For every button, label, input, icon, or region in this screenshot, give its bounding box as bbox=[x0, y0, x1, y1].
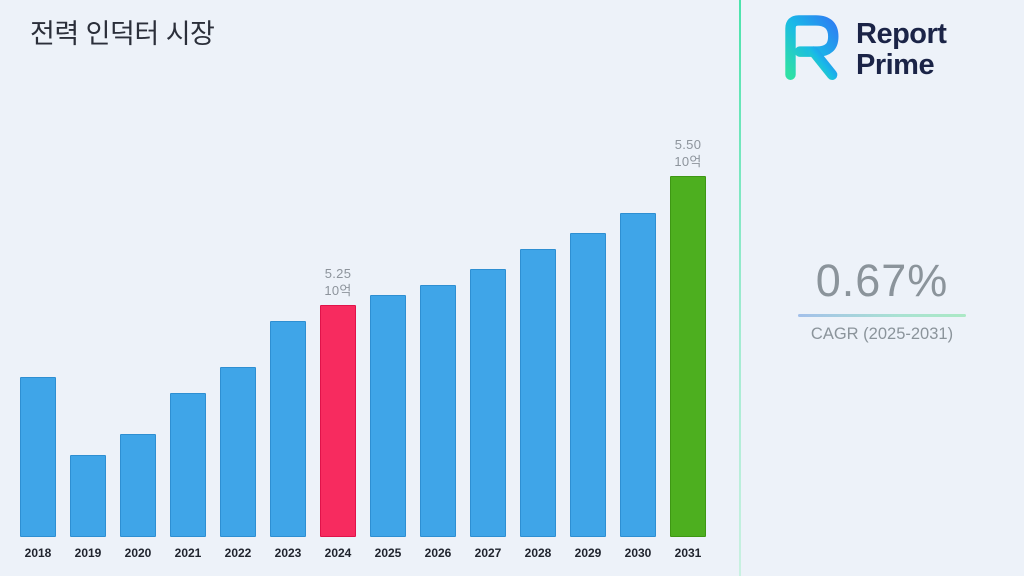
bar-2020 bbox=[120, 434, 156, 537]
page-title: 전력 인덕터 시장 bbox=[30, 19, 215, 49]
bar-column-2025 bbox=[370, 295, 406, 537]
bar-column-2018 bbox=[20, 377, 56, 537]
bar-2018 bbox=[20, 377, 56, 537]
logo-wordmark: Report Prime bbox=[856, 17, 947, 81]
cagr-block: 0.67% CAGR (2025-2031) bbox=[762, 255, 1002, 344]
bar-2019 bbox=[70, 455, 106, 537]
bar-column-2024: 5.25 10억 bbox=[320, 266, 356, 537]
bar-2022 bbox=[220, 367, 256, 537]
bar-column-2030 bbox=[620, 213, 656, 537]
x-axis-label-2029: 2029 bbox=[574, 546, 602, 560]
bar-column-2031: 5.50 10억 bbox=[670, 137, 706, 537]
bar-2024 bbox=[320, 305, 356, 537]
bar-column-2027 bbox=[470, 269, 506, 537]
report-prime-logo: Report Prime bbox=[772, 10, 947, 89]
x-axis-labels: 2018 2019 2020 2021 2022 2023 2024 2025 2026 2027… bbox=[20, 546, 710, 560]
x-axis-label-2024: 2024 bbox=[324, 546, 352, 560]
bar-2023 bbox=[270, 321, 306, 537]
bar-2027 bbox=[470, 269, 506, 537]
bar-column-2020 bbox=[120, 434, 156, 537]
bar-column-2023 bbox=[270, 321, 306, 537]
bar-2028 bbox=[520, 249, 556, 537]
cagr-label: CAGR (2025-2031) bbox=[810, 325, 954, 343]
logo-wordmark-line2: Prime bbox=[856, 48, 935, 81]
bar-value-label-2031: 5.50 10억 bbox=[674, 137, 702, 170]
bar-2025 bbox=[370, 295, 406, 537]
x-axis-label-2026: 2026 bbox=[424, 546, 452, 560]
x-axis-label-2025: 2025 bbox=[374, 546, 402, 560]
x-axis-label-2028: 2028 bbox=[524, 546, 552, 560]
vertical-divider bbox=[739, 0, 741, 576]
bar-column-2029 bbox=[570, 233, 606, 537]
x-axis-label-2031: 2031 bbox=[674, 546, 702, 560]
bar-chart-plot-area: 5.25 10억 5.50 10억 bbox=[20, 125, 710, 537]
bar-column-2021 bbox=[170, 393, 206, 537]
bar-2021 bbox=[170, 393, 206, 537]
bar-column-2022 bbox=[220, 367, 256, 537]
x-axis-label-2018: 2018 bbox=[24, 546, 52, 560]
x-axis-label-2022: 2022 bbox=[224, 546, 252, 560]
bar-2026 bbox=[420, 285, 456, 537]
cagr-underline bbox=[798, 314, 966, 317]
bar-2029 bbox=[570, 233, 606, 537]
x-axis-label-2019: 2019 bbox=[74, 546, 102, 560]
x-axis-label-2020: 2020 bbox=[124, 546, 152, 560]
cagr-value: 0.67% bbox=[815, 255, 949, 306]
bar-chart: 5.25 10억 5.50 10억 2018 2019 2020 2021 2022 2023 2… bbox=[20, 125, 710, 560]
bar-column-2019 bbox=[70, 455, 106, 537]
x-axis-label-2021: 2021 bbox=[174, 546, 202, 560]
report-prime-logo-icon bbox=[772, 10, 846, 89]
bar-column-2026 bbox=[420, 285, 456, 537]
bar-value-label-2024: 5.25 10억 bbox=[324, 266, 352, 299]
x-axis-label-2030: 2030 bbox=[624, 546, 652, 560]
x-axis-label-2027: 2027 bbox=[474, 546, 502, 560]
bar-2030 bbox=[620, 213, 656, 537]
bar-column-2028 bbox=[520, 249, 556, 537]
x-axis-label-2023: 2023 bbox=[274, 546, 302, 560]
bar-2031 bbox=[670, 176, 706, 537]
logo-wordmark-line1: Report bbox=[856, 17, 947, 50]
